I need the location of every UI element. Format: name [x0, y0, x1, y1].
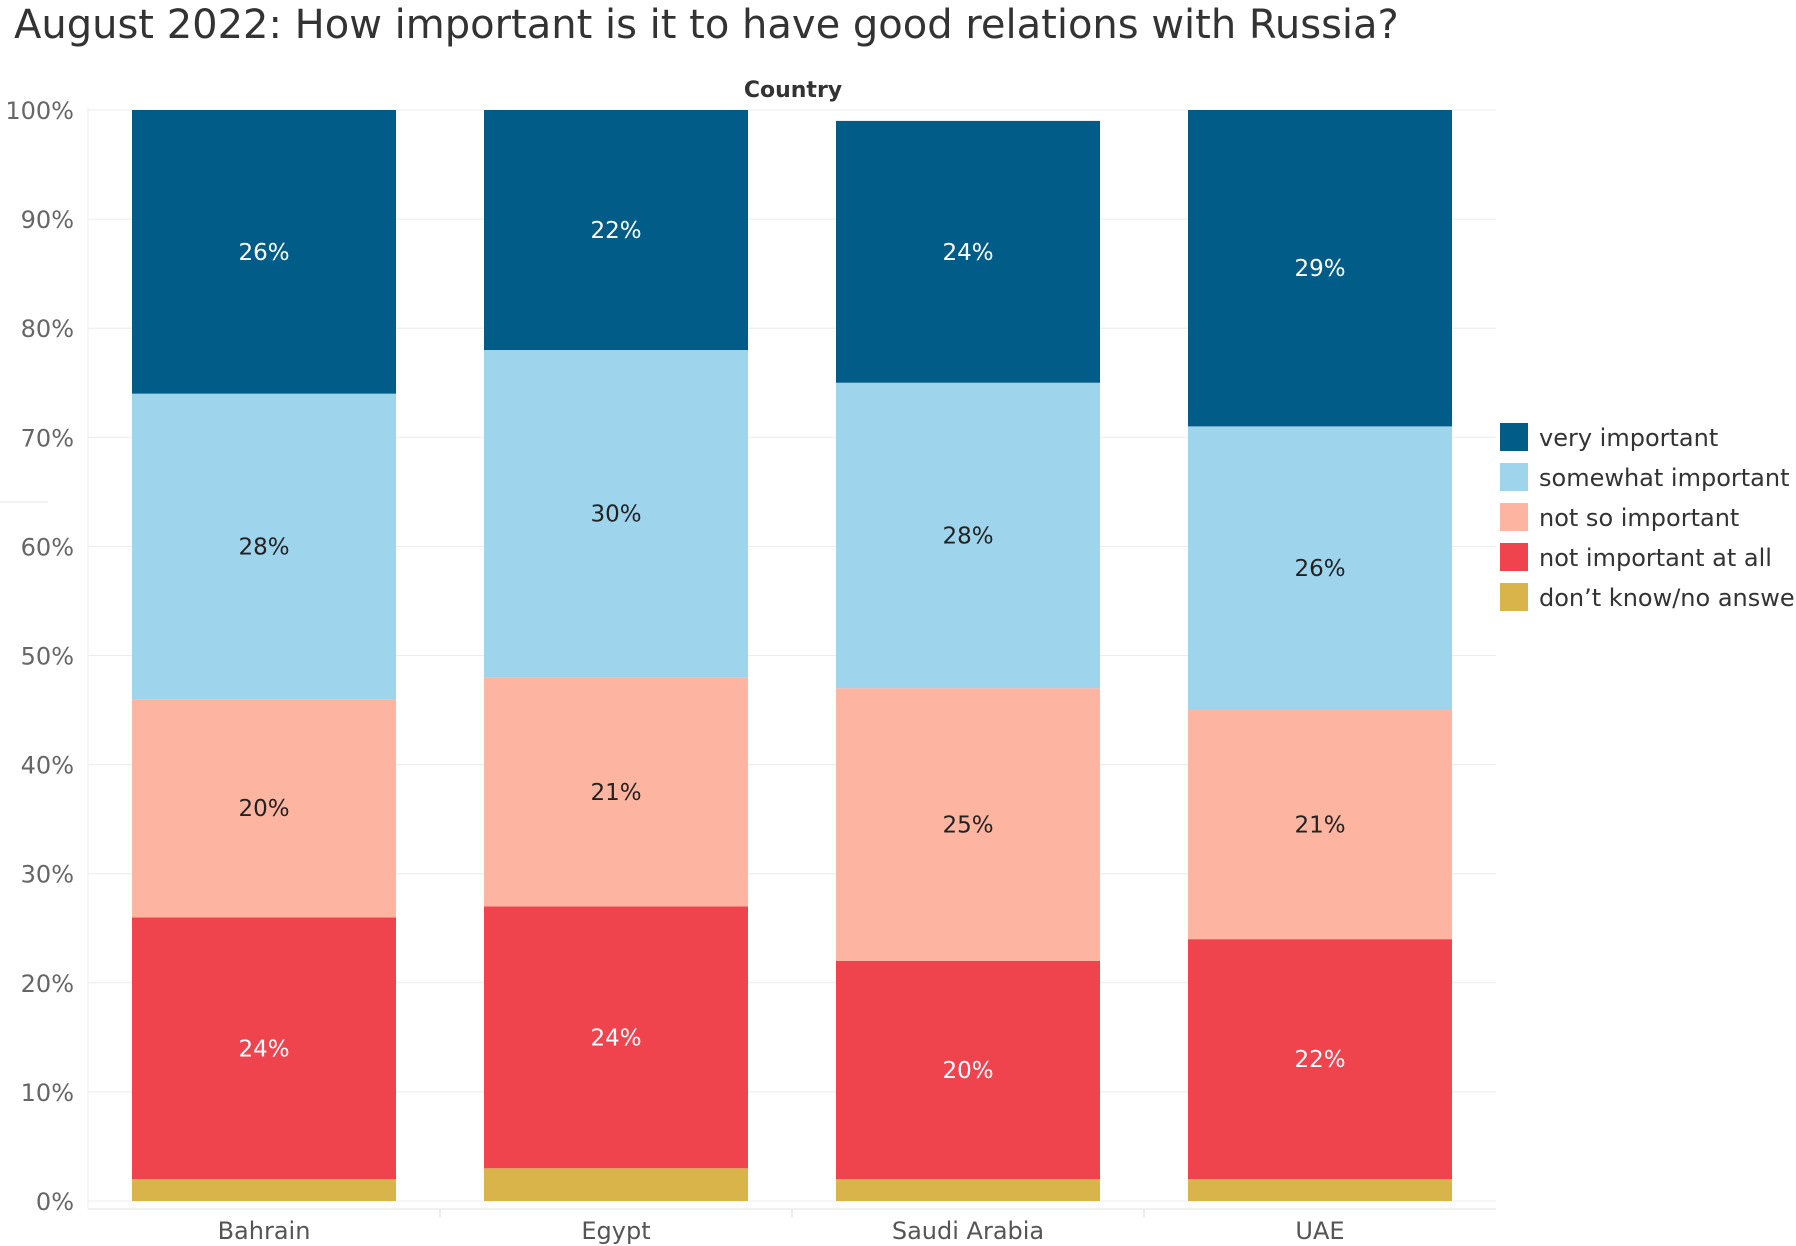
- bar-segment: [1188, 426, 1452, 711]
- bar-segment: [132, 110, 396, 394]
- x-axis: Bahrain Egypt Saudi Arabia UAE: [88, 1208, 1496, 1245]
- bar-segment: [484, 677, 748, 907]
- x-category-label: Bahrain: [218, 1217, 311, 1245]
- bar-segment: [484, 350, 748, 678]
- bar-segment: [836, 960, 1100, 1180]
- data-label: 28%: [238, 534, 289, 560]
- data-label: 21%: [1294, 813, 1345, 839]
- bar-segment: [1188, 710, 1452, 940]
- bar-segment: [1188, 1179, 1452, 1201]
- legend-label: not important at all: [1539, 544, 1772, 572]
- data-label: 21%: [590, 780, 641, 806]
- bar-segment: [484, 906, 748, 1169]
- y-tick-label: 100%: [5, 97, 74, 125]
- legend-label: somewhat important: [1539, 464, 1790, 492]
- legend-swatch: [1500, 423, 1528, 451]
- data-label: 22%: [590, 218, 641, 244]
- data-label: 24%: [942, 240, 993, 266]
- x-category-label: Egypt: [581, 1217, 650, 1245]
- legend-swatch: [1500, 543, 1528, 571]
- bar-segment: [836, 120, 1100, 383]
- bars: 24% 20% 28% 26% 24% 21% 30% 22% 20% 25% 28% 24% 22% 2…: [132, 110, 1452, 1201]
- legend: very important somewhat important not so i…: [1500, 423, 1796, 612]
- bar-segment: [836, 1179, 1100, 1201]
- data-label: 30%: [590, 502, 641, 528]
- x-category-label: Saudi Arabia: [892, 1217, 1044, 1245]
- bar-segment: [132, 699, 396, 918]
- y-tick-label: 20%: [21, 970, 74, 998]
- y-axis: 0% 10% 20% 30% 40% 50% 60% 70% 80% 90% 100%: [0, 97, 89, 1216]
- data-label: 24%: [238, 1036, 289, 1062]
- bar-segment: [132, 1179, 396, 1201]
- bar-segment: [132, 393, 396, 700]
- y-tick-label: 60%: [21, 533, 74, 561]
- bar-segment: [484, 1168, 748, 1201]
- bar-segment: [1188, 939, 1452, 1180]
- data-label: 20%: [942, 1058, 993, 1084]
- chart-title: August 2022: How important is it to have…: [14, 2, 1399, 48]
- legend-label: very important: [1539, 424, 1718, 452]
- data-label: 29%: [1294, 256, 1345, 282]
- y-tick-label: 10%: [21, 1079, 74, 1107]
- bar-segment: [484, 110, 748, 351]
- legend-swatch: [1500, 503, 1528, 531]
- bar-segment: [836, 382, 1100, 689]
- data-label: 20%: [238, 796, 289, 822]
- data-label: 26%: [1294, 556, 1345, 582]
- y-tick-label: 80%: [21, 315, 74, 343]
- y-tick-label: 40%: [21, 752, 74, 780]
- data-label: 28%: [942, 523, 993, 549]
- bar-segment: [836, 688, 1100, 961]
- x-category-label: UAE: [1295, 1217, 1344, 1245]
- legend-label: don’t know/no answer: [1539, 584, 1796, 612]
- legend-label: not so important: [1539, 504, 1739, 532]
- bar-segment: [1188, 110, 1452, 427]
- data-label: 22%: [1294, 1047, 1345, 1073]
- bar-segment: [132, 917, 396, 1180]
- data-label: 26%: [238, 240, 289, 266]
- y-tick-label: 30%: [21, 861, 74, 889]
- y-tick-label: 90%: [21, 206, 74, 234]
- legend-swatch: [1500, 463, 1528, 491]
- y-tick-label: 70%: [21, 424, 74, 452]
- column-header: Country: [744, 78, 842, 103]
- legend-swatch: [1500, 583, 1528, 611]
- y-tick-label: 50%: [21, 643, 74, 671]
- y-tick-label: 0%: [36, 1188, 74, 1216]
- data-label: 25%: [942, 813, 993, 839]
- data-label: 24%: [590, 1025, 641, 1051]
